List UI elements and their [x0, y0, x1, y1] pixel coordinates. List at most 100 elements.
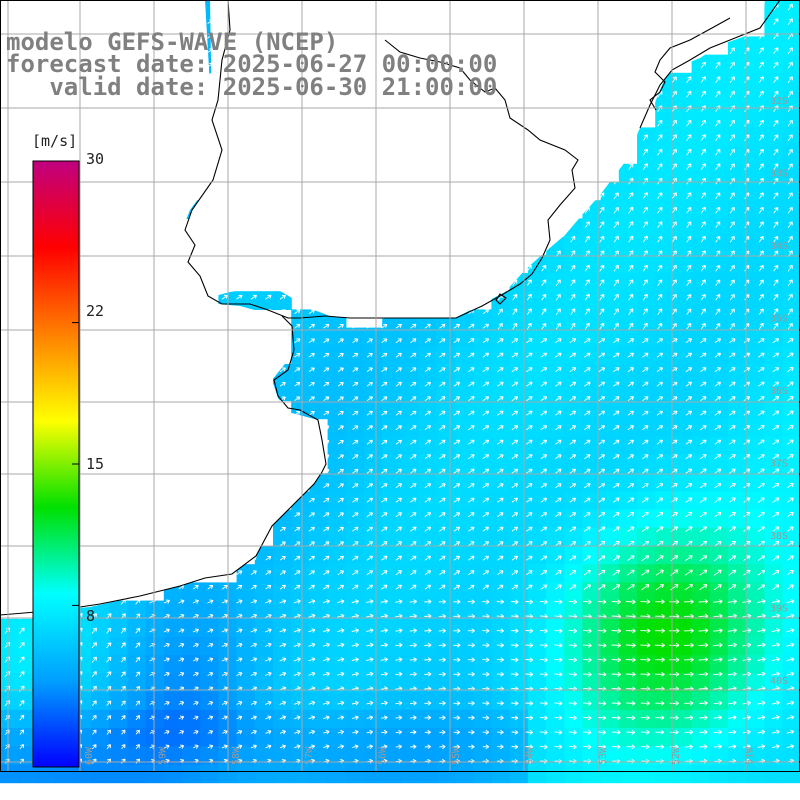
wind-arrow: [671, 148, 677, 156]
wind-speed-cell: [709, 218, 729, 238]
wind-speed-cell: [436, 509, 456, 529]
wind-arrow: [439, 338, 446, 344]
wind-speed-cell: [546, 546, 565, 565]
wind-arrow: [439, 555, 446, 561]
wind-arrow: [568, 628, 578, 634]
wind-speed-cell: [691, 728, 711, 747]
wind-speed-cell: [455, 327, 474, 347]
wind-arrow: [728, 540, 737, 547]
wind-arrow: [714, 540, 722, 547]
wind-arrow: [729, 235, 735, 243]
wind-speed-cell: [728, 746, 747, 765]
wind-speed-cell: [546, 473, 565, 492]
wind-arrow: [627, 540, 635, 547]
wind-arrow: [482, 599, 490, 605]
wind-arrow: [787, 192, 793, 199]
wind-arrow: [728, 454, 736, 460]
wind-arrow: [265, 584, 272, 590]
wind-arrow: [742, 628, 752, 633]
wind-speed-cell: [436, 564, 456, 583]
wind-speed-cell: [618, 582, 638, 602]
wind-speed-cell: [254, 564, 274, 583]
wind-arrow: [366, 541, 374, 547]
wind-speed-cell: [691, 364, 711, 383]
wind-speed-cell: [728, 564, 747, 583]
wind-arrow: [222, 715, 228, 720]
wind-arrow: [540, 483, 548, 489]
wind-arrow: [654, 628, 665, 634]
wind-arrow: [640, 628, 651, 634]
wind-speed-cell: [582, 364, 602, 383]
wind-arrow: [366, 570, 374, 576]
wind-arrow: [511, 570, 519, 576]
wind-speed-cell: [455, 418, 474, 438]
colorbar: [32, 160, 80, 768]
lat-label: 32S: [770, 96, 788, 107]
wind-speed-cell: [527, 473, 547, 492]
wind-speed-cell: [327, 637, 347, 656]
wind-arrow: [758, 264, 764, 272]
wind-speed-cell: [764, 18, 784, 37]
wind-arrow: [772, 744, 780, 749]
wind-arrow: [729, 322, 735, 330]
wind-arrow: [308, 512, 315, 517]
wind-speed-cell: [564, 564, 583, 583]
wind-arrow: [627, 555, 635, 562]
wind-speed-cell: [782, 236, 800, 256]
wind-arrow: [539, 628, 548, 634]
wind-speed-cell: [418, 382, 438, 401]
wind-speed-cell: [309, 564, 329, 583]
wind-arrow: [409, 628, 417, 634]
wind-speed-cell: [746, 455, 765, 474]
wind-speed-cell: [764, 218, 784, 238]
wind-arrow: [526, 322, 532, 330]
wind-speed-cell: [600, 455, 620, 474]
wind-arrow: [279, 541, 286, 546]
wind-speed-cell: [709, 455, 729, 474]
wind-arrow: [773, 293, 779, 301]
wind-arrow: [683, 642, 694, 648]
wind-arrow: [279, 570, 286, 575]
wind-arrow: [787, 163, 793, 170]
wind-arrow: [757, 715, 766, 720]
wind-speed-cell: [673, 182, 693, 201]
wind-arrow: [294, 352, 301, 358]
wind-arrow: [656, 338, 664, 344]
wind-arrow: [337, 628, 345, 633]
wind-speed-cell: [345, 527, 365, 547]
wind-arrow: [323, 381, 330, 387]
wind-speed-cell: [564, 764, 583, 784]
wind-arrow: [656, 410, 664, 416]
wind-arrow: [642, 367, 649, 373]
wind-speed-cell: [618, 618, 638, 638]
wind-arrow: [540, 367, 548, 373]
wind-arrow: [540, 468, 548, 474]
wind-arrow: [584, 308, 590, 315]
wind-arrow: [525, 700, 534, 706]
wind-arrow: [265, 570, 272, 575]
wind-arrow: [685, 338, 693, 344]
wind-arrow: [685, 410, 693, 416]
wind-speed-cell: [400, 564, 420, 583]
wind-arrow: [482, 497, 490, 503]
wind-arrow: [482, 744, 490, 750]
wind-arrow: [366, 526, 374, 532]
wind-arrow: [482, 671, 490, 677]
wind-arrow: [164, 730, 170, 735]
wind-speed-cell: [782, 582, 800, 602]
wind-arrow: [439, 367, 446, 373]
wind-arrow: [540, 715, 548, 721]
wind-arrow: [381, 439, 388, 445]
wind-speed-cell: [691, 109, 711, 128]
wind-speed-cell: [163, 709, 183, 729]
wind-speed-cell: [782, 746, 800, 765]
wind-arrow: [511, 715, 519, 721]
wind-speed-cell: [455, 509, 474, 529]
wind-speed-cell: [564, 709, 583, 729]
wind-arrow: [468, 367, 475, 373]
wind-arrow: [729, 439, 736, 445]
lat-label: 37S: [770, 459, 788, 470]
wind-arrow: [409, 642, 417, 648]
wind-arrow: [700, 454, 707, 460]
wind-arrow: [597, 628, 607, 634]
